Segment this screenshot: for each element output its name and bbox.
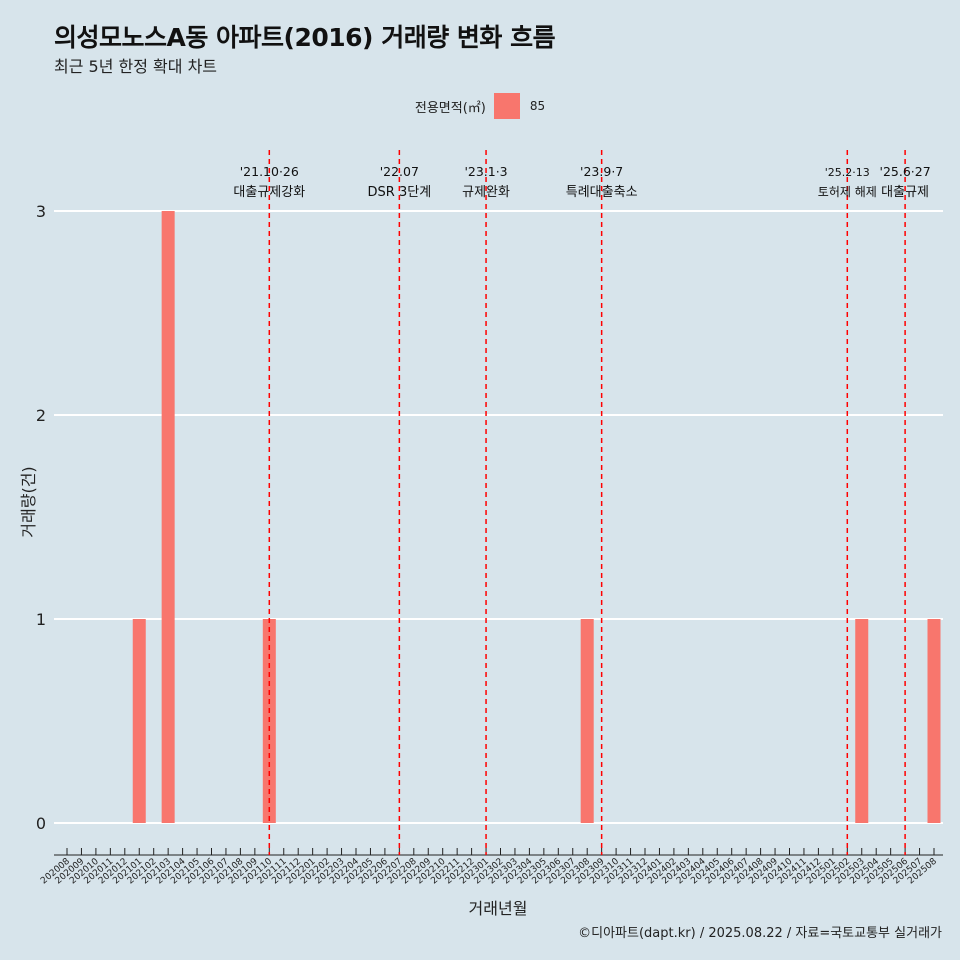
y-tick-label-0: 0 bbox=[36, 814, 46, 833]
event-date-202309: '23.9·7 bbox=[580, 164, 623, 179]
event-date-202301: '23.1·3 bbox=[464, 164, 507, 179]
legend-key-85 bbox=[493, 93, 520, 119]
chart-subtitle: 최근 5년 한정 확대 차트 bbox=[54, 57, 218, 76]
legend: 전용면적(㎡) 85 bbox=[0, 93, 960, 119]
event-date-202110: '21.10·26 bbox=[240, 164, 299, 179]
x-axis-title: 거래년월 bbox=[469, 899, 528, 918]
event-label-202506: 대출규제 bbox=[881, 185, 929, 200]
bar-202308 bbox=[580, 619, 594, 823]
chart-title: 의성모노스A동 아파트(2016) 거래량 변화 흐름 bbox=[54, 23, 556, 52]
event-label-202207: DSR 3단계 bbox=[368, 185, 432, 200]
bar-202103 bbox=[161, 211, 175, 823]
event-label-202309: 특례대출축소 bbox=[566, 185, 638, 200]
bar-202503 bbox=[855, 619, 869, 823]
event-label-202301: 규제완화 bbox=[462, 185, 510, 200]
event-date-202207: '22.07 bbox=[380, 164, 419, 179]
source-caption: ©디아파트(dapt.kr) / 2025.08.22 / 자료=국토교통부 실… bbox=[578, 926, 942, 941]
bar-202101 bbox=[132, 619, 146, 823]
y-tick-label-3: 3 bbox=[36, 202, 46, 221]
y-axis-title: 거래량(건) bbox=[19, 466, 38, 537]
y-tick-label-1: 1 bbox=[36, 610, 46, 629]
legend-title: 전용면적(㎡) bbox=[414, 100, 486, 116]
bar-202508 bbox=[927, 619, 941, 823]
y-tick-label-2: 2 bbox=[36, 406, 46, 425]
event-label-202502: 토허제 해제 bbox=[818, 185, 877, 199]
event-label-202110: 대출규제강화 bbox=[233, 185, 305, 200]
legend-label-85: 85 bbox=[529, 99, 546, 113]
event-date-202502: '25.2·13 bbox=[825, 166, 870, 179]
event-date-202506: '25.6·27 bbox=[880, 164, 931, 179]
